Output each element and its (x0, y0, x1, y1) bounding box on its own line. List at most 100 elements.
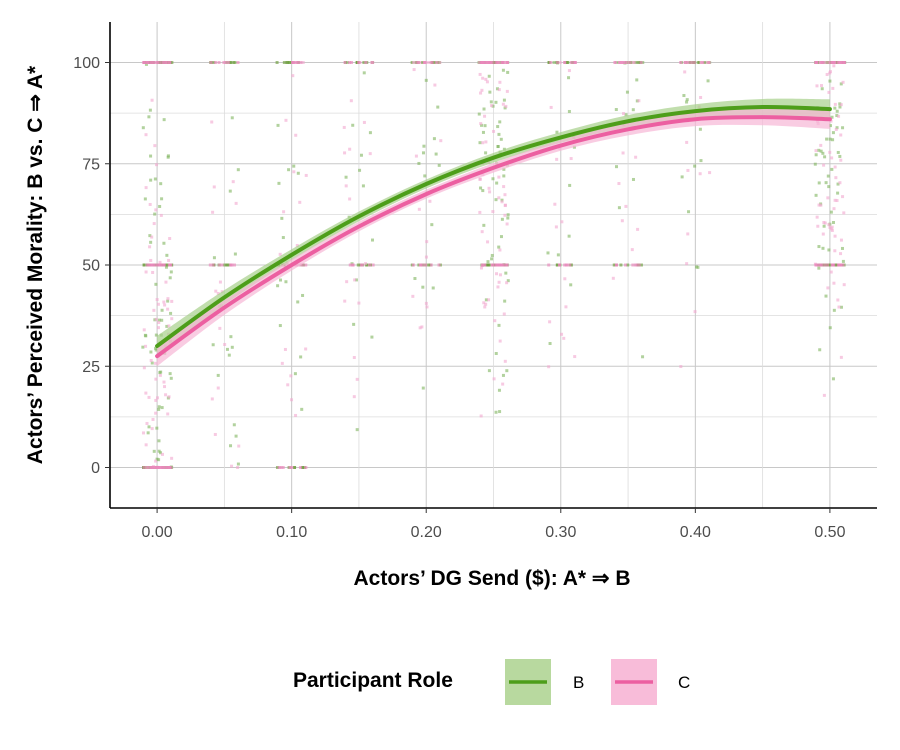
point-b (157, 439, 161, 443)
point-c (232, 263, 236, 267)
point-b (635, 78, 639, 82)
axis-ticks: 0 25 50 75 100 0.00 0.10 0.20 0.30 0.40 0.50 (73, 55, 845, 541)
point-c (348, 61, 352, 64)
point-b (301, 466, 305, 469)
point-b (370, 335, 374, 339)
point-c (837, 305, 841, 309)
point-c (165, 466, 169, 469)
point-c (157, 263, 161, 267)
point-c (164, 393, 168, 397)
point-c (150, 427, 154, 431)
legend-title: Participant Role (293, 669, 453, 692)
point-c (547, 365, 551, 369)
point-c (833, 165, 837, 169)
point-b (567, 109, 571, 113)
point-c (630, 248, 634, 252)
point-c (624, 204, 628, 208)
point-b (631, 177, 635, 181)
point-c (288, 466, 292, 469)
point-c (708, 171, 712, 175)
point-b (566, 61, 570, 64)
point-c (553, 202, 557, 206)
point-c (216, 291, 220, 295)
point-c (216, 386, 220, 390)
point-b (359, 153, 363, 157)
point-c (223, 342, 227, 346)
point-c (362, 120, 366, 124)
point-b (284, 280, 288, 284)
point-b (157, 318, 161, 322)
point-c (498, 80, 502, 84)
point-c (430, 61, 434, 64)
point-b (497, 323, 501, 327)
point-b (424, 78, 428, 82)
point-c (501, 102, 505, 106)
point-c (364, 262, 368, 266)
point-c (150, 466, 154, 469)
point-c (839, 252, 843, 256)
point-c (209, 61, 213, 64)
point-b (478, 141, 482, 145)
point-b (280, 216, 284, 220)
fit-lines (155, 105, 832, 359)
point-b (504, 271, 508, 275)
point-b (817, 181, 821, 185)
point-b (494, 198, 498, 202)
point-b (482, 223, 486, 227)
point-c (211, 210, 215, 214)
point-b (143, 197, 147, 201)
point-b (157, 458, 161, 462)
point-b (614, 108, 618, 112)
point-b (355, 428, 359, 432)
point-c (294, 413, 298, 417)
point-c (355, 377, 359, 381)
point-c (683, 70, 687, 74)
point-c (142, 328, 146, 332)
point-b (698, 127, 702, 131)
point-c (357, 61, 361, 64)
point-b (162, 241, 166, 245)
point-b (827, 185, 831, 189)
point-c (501, 382, 505, 386)
point-c (819, 61, 823, 64)
point-b (154, 346, 158, 350)
point-c (154, 398, 158, 402)
point-c (839, 133, 843, 137)
point-c (568, 263, 572, 267)
point-c (555, 157, 559, 161)
point-c (230, 263, 234, 267)
point-c (492, 129, 496, 133)
point-b (282, 61, 286, 64)
point-c (282, 210, 286, 214)
point-b (826, 174, 830, 178)
point-c (425, 240, 429, 244)
point-b (157, 407, 161, 411)
point-c (281, 466, 285, 469)
point-b (148, 108, 152, 112)
point-c (214, 289, 218, 293)
point-c (614, 263, 618, 267)
point-b (236, 462, 240, 466)
point-c (148, 202, 152, 206)
point-b (149, 240, 153, 244)
point-b (147, 425, 151, 429)
point-b (481, 130, 485, 134)
point-c (562, 336, 566, 340)
point-c (304, 173, 308, 177)
point-b (503, 299, 507, 303)
point-b (814, 153, 818, 157)
fit-line-b (155, 105, 832, 348)
point-c (832, 263, 836, 267)
point-b (813, 162, 817, 166)
point-b (477, 112, 481, 116)
point-b (281, 236, 285, 240)
point-b (434, 152, 438, 156)
point-b (828, 79, 832, 83)
point-b (494, 410, 498, 414)
point-b (488, 90, 492, 94)
point-b (569, 263, 573, 267)
point-c (360, 263, 364, 267)
point-c (168, 236, 172, 240)
point-c (371, 263, 375, 267)
point-c (291, 61, 295, 64)
